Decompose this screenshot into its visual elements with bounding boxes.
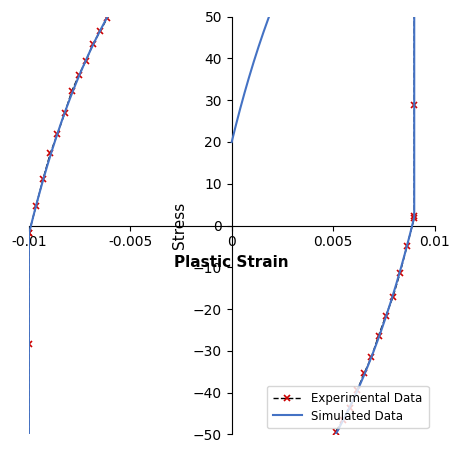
Experimental Data xyxy=(361,370,367,376)
Experimental Data xyxy=(26,230,32,235)
Line: Experimental Data: Experimental Data xyxy=(25,0,418,454)
Line: Simulated Data: Simulated Data xyxy=(29,0,414,454)
Simulated Data xyxy=(229,139,235,145)
Experimental Data xyxy=(26,230,32,236)
X-axis label: Plastic Strain: Plastic Strain xyxy=(174,255,289,270)
Legend: Experimental Data, Simulated Data: Experimental Data, Simulated Data xyxy=(266,386,429,429)
Simulated Data xyxy=(236,113,241,118)
Y-axis label: Stress: Stress xyxy=(172,202,187,249)
Simulated Data xyxy=(34,201,39,206)
